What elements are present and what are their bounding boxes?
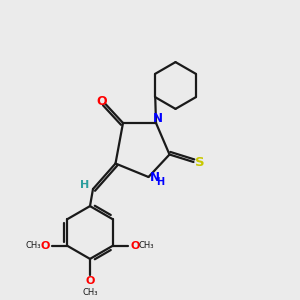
Text: O: O (40, 241, 50, 251)
Text: S: S (195, 155, 205, 169)
Text: CH₃: CH₃ (26, 241, 41, 250)
Text: O: O (85, 276, 95, 286)
Text: CH₃: CH₃ (139, 241, 154, 250)
Text: H: H (80, 180, 89, 190)
Text: O: O (130, 241, 140, 251)
Text: O: O (96, 94, 107, 108)
Text: N: N (153, 112, 163, 125)
Text: H: H (156, 177, 164, 188)
Text: CH₃: CH₃ (82, 288, 98, 297)
Text: N: N (150, 171, 160, 184)
